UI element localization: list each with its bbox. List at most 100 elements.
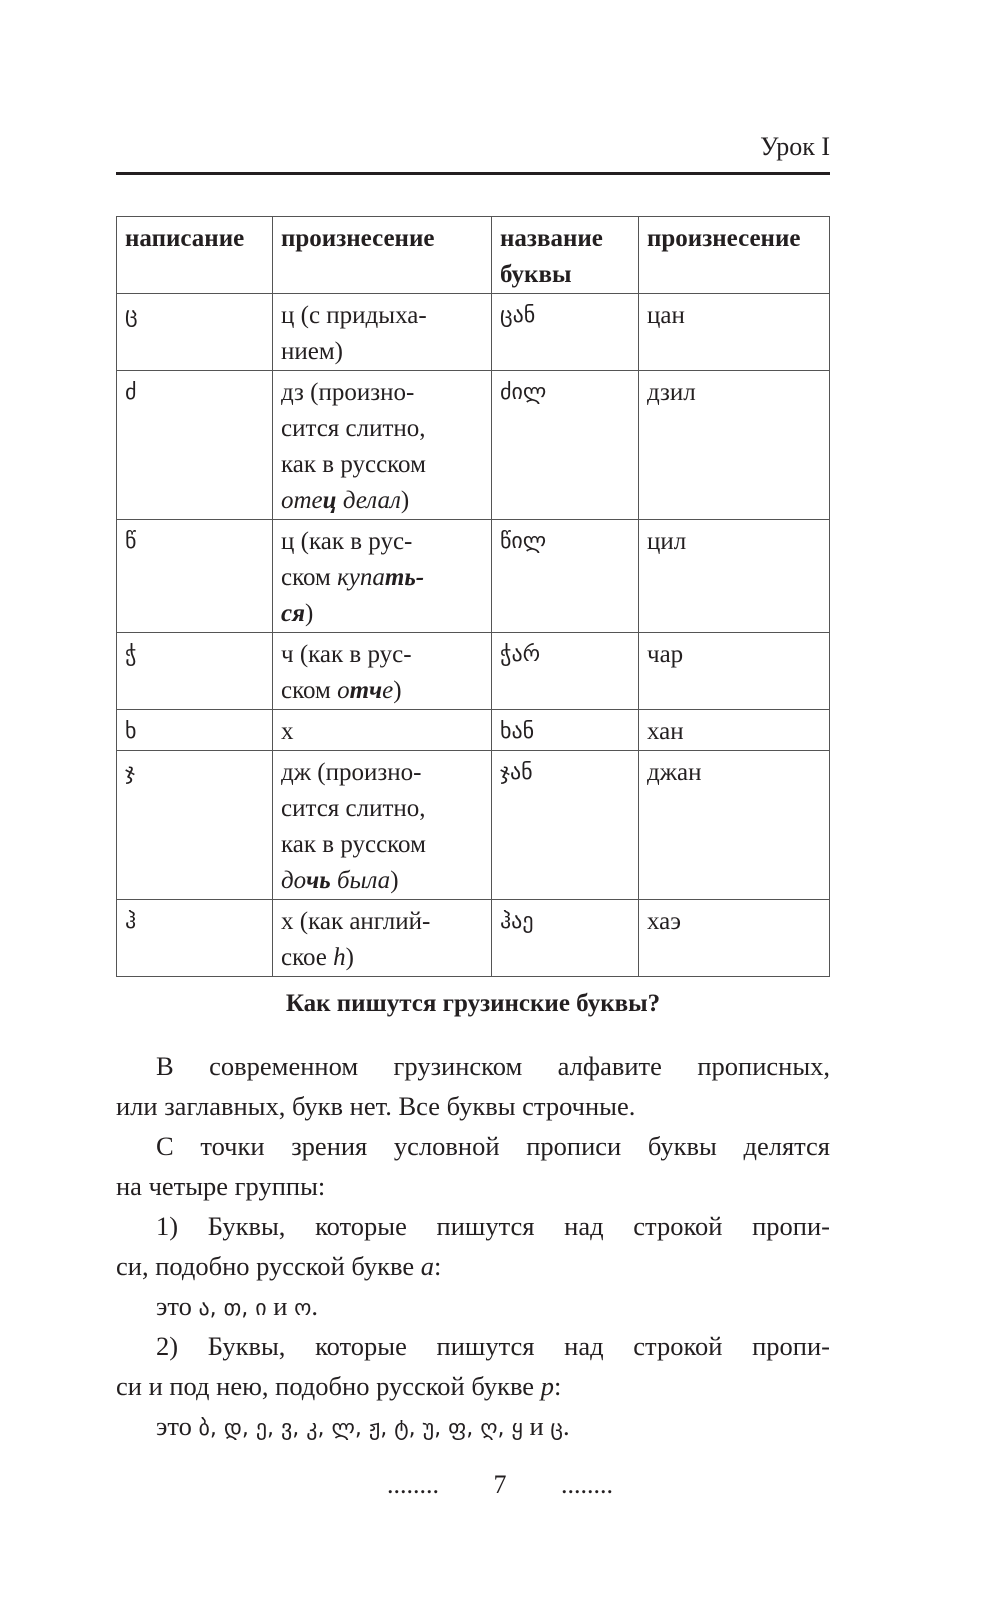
text-segment: ო <box>294 1296 312 1321</box>
body-text: В современном грузинском алфавите пропис… <box>116 1046 830 1446</box>
header-cell: написание <box>116 216 273 294</box>
letter-name-cell: ჰაე <box>491 899 639 977</box>
text-segment: ა, თ, ი <box>198 1296 267 1321</box>
section-heading: Как пишутся грузинские буквы? <box>285 990 661 1017</box>
text-segment: ское <box>281 944 334 971</box>
cell-line: дочь была) <box>281 863 483 899</box>
text-segment: р <box>540 1371 554 1401</box>
text-segment: как в русском <box>281 451 426 478</box>
table-row: ჯ дж (произно-сится слитно, как в русском д… <box>116 750 830 900</box>
text-segment: ть- <box>384 564 425 591</box>
text-segment: е <box>382 677 394 704</box>
cell-line: дз (произно- <box>281 375 483 411</box>
text-line: 1) Буквы, которые пишутся над строкой пр… <box>116 1206 830 1246</box>
text-segment: чь <box>306 867 331 894</box>
letter-name-cell: ძილ <box>491 370 639 520</box>
header-cell: произнесение <box>638 216 830 294</box>
text-segment: оте <box>281 487 323 514</box>
letter-name-cell: წილ <box>491 519 639 633</box>
pronunciation-cell: ч (как в рус-ском отче) <box>272 632 492 710</box>
running-head: Урок I <box>760 132 830 161</box>
text-segment: это <box>156 1291 199 1321</box>
text-segment: как в русском <box>281 831 426 858</box>
cell-line: ском отче) <box>281 673 483 709</box>
text-line: или заглавных, букв нет. Все буквы строч… <box>116 1086 830 1126</box>
text-segment: В современном грузинском алфавите пропис… <box>156 1051 830 1081</box>
text-segment: и <box>522 1411 551 1441</box>
text-line: на четыре группы: <box>116 1166 830 1206</box>
text-line: си и под нею, подобно русской букве р: <box>116 1366 830 1406</box>
cell-line: ском купать- <box>281 560 483 596</box>
text-segment: а <box>420 1251 434 1281</box>
letter-cell: ჯ <box>116 750 273 900</box>
text-segment: h <box>333 944 346 971</box>
pronunciation-cell: ц (как в рус-ском купать-ся) <box>272 519 492 633</box>
text-segment: ц <box>322 487 337 514</box>
cell-line: ское h) <box>281 940 483 976</box>
text-segment: о <box>337 677 350 704</box>
text-segment: 2) Буквы, которые пишутся над строкой пр… <box>156 1331 830 1361</box>
text-segment: и <box>266 1291 295 1321</box>
pronunciation-cell: дж (произно-сится слитно, как в русском до… <box>272 750 492 900</box>
text-segment: ц (как в рус- <box>281 528 413 555</box>
text-segment: нием) <box>281 338 343 365</box>
header-cell: название буквы <box>491 216 639 294</box>
letter-name-cell: ცან <box>491 293 639 371</box>
table-row: ხ х ხან хан <box>116 709 830 751</box>
text-segment: ) <box>390 867 399 894</box>
cell-line: как в русском <box>281 447 483 483</box>
footer-dots-left: ........ <box>387 1470 439 1499</box>
letter-name-cell: ჭარ <box>491 632 639 710</box>
text-segment: ском <box>281 564 338 591</box>
cell-line: отец делал) <box>281 483 483 519</box>
name-pronunciation-cell: джан <box>638 750 830 900</box>
pronunciation-cell: ц (с придыха-нием) <box>272 293 492 371</box>
text-segment: купа <box>337 564 385 591</box>
text-segment: х (как англий- <box>281 908 431 935</box>
text-segment: до <box>281 867 307 894</box>
name-pronunciation-cell: дзил <box>638 370 830 520</box>
name-pronunciation-cell: хан <box>638 709 830 751</box>
text-segment: это <box>156 1411 199 1441</box>
letter-name-cell: ჯან <box>491 750 639 900</box>
text-segment: . <box>311 1291 318 1321</box>
header-cell: произнесение <box>272 216 492 294</box>
text-segment: х <box>281 718 294 745</box>
cell-line: ся) <box>281 596 483 632</box>
text-segment: дз (произно- <box>281 379 415 406</box>
table-header-row: написание произнесение название буквы пр… <box>116 216 830 294</box>
cell-line: ч (как в рус- <box>281 637 483 673</box>
text-line: это ა, თ, ი и ო. <box>116 1286 830 1326</box>
text-line: это ბ, დ, ე, ვ, კ, ლ, ჟ, ტ, უ, ფ, ღ, ყ и… <box>116 1406 830 1446</box>
page-number: 7 <box>493 1470 507 1499</box>
text-segment: сится слитно, <box>281 795 426 822</box>
text-segment: . <box>562 1411 570 1441</box>
text-segment: : <box>434 1251 442 1281</box>
text-segment: ч (как в рус- <box>281 641 412 668</box>
text-segment: си и под нею, подобно русской букве <box>116 1371 541 1401</box>
letter-cell: ჰ <box>116 899 273 977</box>
text-segment: ) <box>345 944 354 971</box>
text-segment: ском <box>281 677 338 704</box>
pronunciation-cell: х <box>272 709 492 751</box>
text-segment: делал <box>336 487 401 514</box>
text-segment: дж (произно- <box>281 759 422 786</box>
cell-line: сится слитно, <box>281 791 483 827</box>
page-footer: ........ 7 ........ <box>0 1470 1000 1500</box>
cell-line: нием) <box>281 334 483 370</box>
text-segment: ц (с придыха- <box>281 302 427 329</box>
header-cell-text: название буквы <box>500 225 603 288</box>
text-segment: или заглавных, букв нет. Все буквы строч… <box>116 1091 636 1121</box>
letter-name-cell: ხან <box>491 709 639 751</box>
cell-line: сится слитно, <box>281 411 483 447</box>
text-segment: ც <box>550 1416 563 1441</box>
text-segment: ) <box>393 677 402 704</box>
text-segment: 1) Буквы, которые пишутся над строкой пр… <box>156 1211 830 1241</box>
table-row: ძ дз (произно-сится слитно, как в русском о… <box>116 370 830 520</box>
text-segment: ) <box>304 600 314 627</box>
cell-line: дж (произно- <box>281 755 483 791</box>
